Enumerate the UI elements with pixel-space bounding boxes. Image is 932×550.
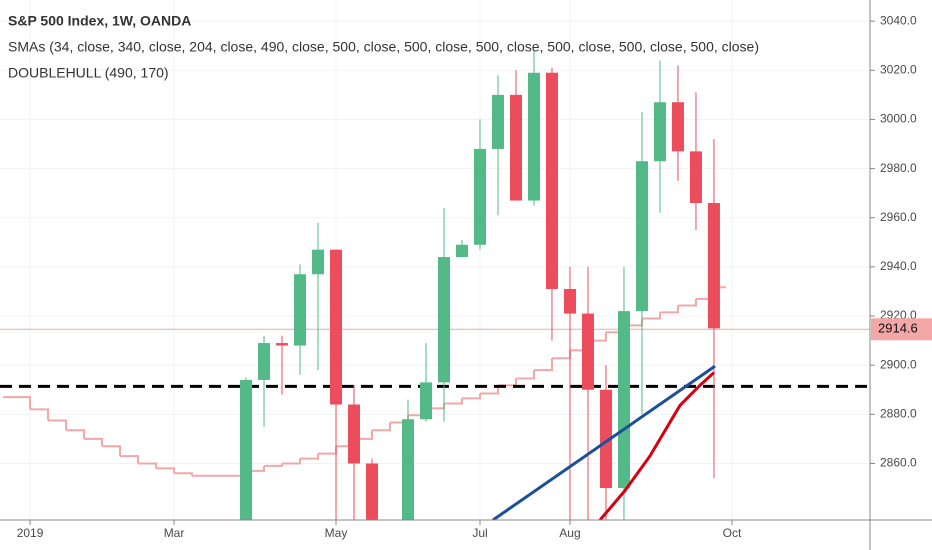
- y-tick-label: 2900.0: [880, 357, 917, 371]
- y-tick-label: 3020.0: [880, 62, 917, 76]
- candle-body: [473, 148, 486, 245]
- candle-body: [707, 202, 720, 329]
- plot-area: [0, 50, 870, 520]
- candle-body: [294, 274, 307, 346]
- candle-body: [599, 389, 612, 489]
- candle-body: [330, 249, 343, 405]
- indicator-line: [598, 371, 715, 520]
- candle-body: [437, 257, 450, 383]
- y-tick-label: 2960.0: [880, 210, 917, 224]
- sma-step: [48, 419, 68, 431]
- legend-line: SMAs (34, close, 340, close, 204, close,…: [8, 39, 759, 55]
- candle-body: [563, 288, 576, 314]
- sma-step: [372, 422, 392, 432]
- candle-body: [689, 151, 702, 203]
- price-label: 2914.6: [878, 321, 918, 336]
- x-tick-label: 2019: [17, 526, 44, 540]
- sma-step: [138, 462, 158, 469]
- sma-step: [677, 298, 697, 307]
- candle-body: [312, 249, 325, 275]
- sma-step: [641, 312, 661, 320]
- y-tick-label: 3040.0: [880, 13, 917, 27]
- candle-body: [671, 102, 684, 152]
- y-tick-label: 2980.0: [880, 161, 917, 175]
- candle-body: [276, 343, 289, 346]
- axes: 2860.02880.02900.02920.02940.02960.02980…: [17, 13, 932, 540]
- candle-body: [240, 379, 253, 520]
- candle-body: [581, 313, 594, 390]
- sma-step: [264, 463, 284, 467]
- sma-step: [66, 429, 86, 439]
- candle-body: [617, 311, 630, 489]
- legend-line: DOUBLEHULL (490, 170): [8, 65, 169, 81]
- sma-step: [461, 393, 481, 400]
- candle-body: [509, 94, 522, 201]
- x-tick-label: Jul: [472, 526, 487, 540]
- x-tick-label: Aug: [559, 526, 580, 540]
- candle-body: [366, 463, 379, 520]
- chart-title: S&P 500 Index, 1W, OANDA: [8, 13, 191, 29]
- sma-step: [3, 396, 32, 410]
- candle-body: [348, 404, 361, 464]
- candle-body: [527, 72, 540, 201]
- y-tick-label: 3000.0: [880, 112, 917, 126]
- sma-step: [515, 370, 535, 380]
- x-tick-label: May: [325, 526, 348, 540]
- y-tick-label: 2880.0: [880, 407, 917, 421]
- candle-body: [420, 382, 433, 420]
- y-tick-label: 2940.0: [880, 259, 917, 273]
- candle-body: [545, 72, 558, 289]
- candle-body: [402, 419, 415, 520]
- candle-body: [455, 244, 468, 258]
- sma-step: [282, 458, 302, 465]
- y-tick-label: 2860.0: [880, 456, 917, 470]
- sma-step: [120, 455, 140, 464]
- sma-step: [479, 385, 499, 395]
- sma-step: [102, 445, 122, 457]
- sma-step: [84, 437, 104, 447]
- price-label-box: [871, 318, 932, 341]
- sma-step: [300, 453, 320, 460]
- sma-step: [30, 408, 50, 421]
- candle-body: [653, 102, 666, 162]
- sma-step: [659, 305, 679, 314]
- candle-body: [258, 343, 271, 380]
- sma-step: [156, 467, 176, 474]
- x-tick-label: Oct: [723, 526, 742, 540]
- x-tick-label: Mar: [164, 526, 185, 540]
- sma-step: [533, 358, 553, 372]
- candle-body: [635, 161, 648, 312]
- candle-body: [491, 94, 504, 149]
- sma-step: [443, 398, 463, 405]
- indicator-line: [492, 364, 716, 520]
